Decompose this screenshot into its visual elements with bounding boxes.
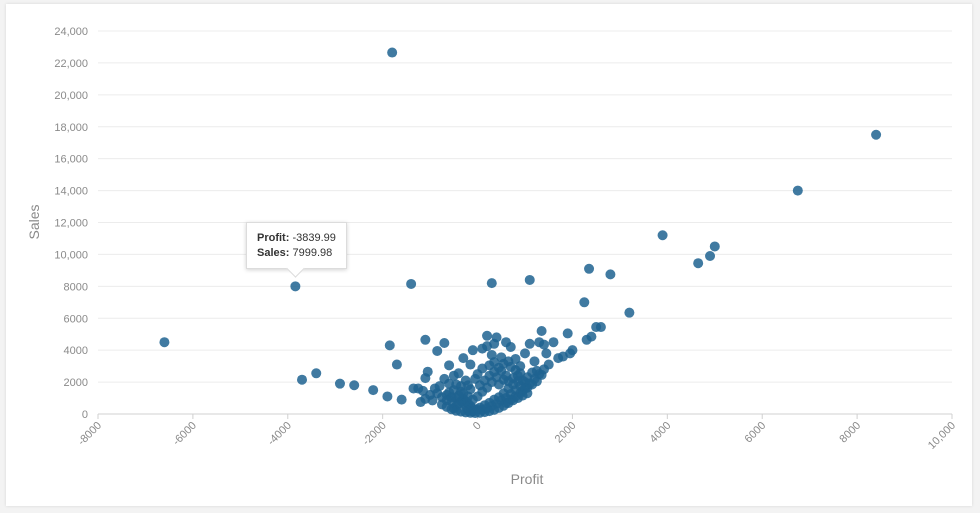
data-point[interactable]	[565, 348, 576, 359]
data-point[interactable]	[384, 340, 395, 351]
y-tick-label: 16,000	[54, 154, 88, 166]
tooltip-sales-row: Sales: 7999.98	[257, 246, 336, 261]
data-point[interactable]	[491, 332, 502, 343]
data-point[interactable]	[387, 47, 398, 58]
data-point[interactable]	[871, 129, 882, 140]
data-point[interactable]	[427, 395, 438, 406]
data-point[interactable]	[562, 328, 573, 339]
data-point[interactable]	[584, 263, 595, 274]
data-point[interactable]	[382, 391, 393, 402]
data-point[interactable]	[524, 274, 535, 285]
y-axis-title: Sales	[26, 204, 42, 239]
data-point[interactable]	[579, 297, 590, 308]
data-point[interactable]	[432, 345, 443, 356]
x-tick-label: 4000	[648, 420, 674, 446]
data-point[interactable]	[512, 376, 523, 387]
data-point[interactable]	[311, 368, 322, 379]
tooltip-profit-row: Profit: -3839.99	[257, 231, 336, 246]
data-point[interactable]	[465, 384, 476, 395]
x-tick-label: 0	[471, 420, 484, 433]
y-tick-label: 22,000	[54, 58, 88, 70]
y-axis-ticks: 0 2000 4000 6000 8000 10,000 12,000 14,000 16,00…	[54, 26, 88, 421]
data-point[interactable]	[458, 353, 469, 364]
y-tick-label: 0	[82, 409, 88, 421]
tooltip-sales-value: 7999.98	[292, 247, 333, 259]
data-point[interactable]	[505, 341, 516, 352]
data-point[interactable]	[548, 337, 559, 348]
data-point[interactable]	[538, 339, 549, 350]
data-point[interactable]	[536, 326, 547, 337]
x-axis-title: Profit	[511, 471, 544, 487]
data-point[interactable]	[159, 337, 170, 348]
data-point[interactable]	[624, 307, 635, 318]
data-point[interactable]	[396, 394, 407, 405]
x-tick-label: -4000	[266, 420, 294, 448]
data-point[interactable]	[515, 368, 526, 379]
y-tick-label: 6000	[64, 313, 88, 325]
data-point[interactable]	[709, 241, 720, 252]
x-axis-ticks: -8000 -6000 -4000 -2000 0 2000 4000 6000 8000 10,…	[76, 414, 958, 452]
y-tick-label: 8000	[64, 281, 88, 293]
data-point[interactable]	[420, 334, 431, 345]
data-point[interactable]	[489, 357, 500, 368]
x-tick-label: -6000	[171, 420, 199, 448]
data-point[interactable]	[541, 348, 552, 359]
x-tick-label: -8000	[76, 420, 104, 448]
data-point[interactable]	[792, 185, 803, 196]
data-point[interactable]	[605, 269, 616, 280]
y-tick-label: 10,000	[54, 249, 88, 261]
data-point[interactable]	[444, 360, 455, 371]
data-point[interactable]	[439, 337, 450, 348]
x-tick-label: 2000	[553, 420, 579, 446]
y-tick-label: 20,000	[54, 90, 88, 102]
y-tick-label: 4000	[64, 345, 88, 357]
data-point[interactable]	[595, 322, 606, 333]
data-point[interactable]	[349, 380, 360, 391]
y-tick-label: 24,000	[54, 26, 88, 38]
data-point[interactable]	[420, 373, 431, 384]
data-point[interactable]	[451, 379, 462, 390]
data-point[interactable]	[505, 361, 516, 372]
data-point[interactable]	[693, 258, 704, 269]
tooltip-profit-label: Profit:	[257, 232, 290, 244]
x-tick-label: 6000	[743, 420, 769, 446]
data-point[interactable]	[657, 230, 668, 241]
data-point[interactable]	[368, 385, 379, 396]
data-points[interactable]	[159, 47, 882, 419]
data-point[interactable]	[522, 388, 533, 399]
data-point[interactable]	[529, 356, 540, 367]
data-tooltip: Profit: -3839.99 Sales: 7999.98	[246, 222, 347, 278]
data-point[interactable]	[391, 359, 402, 370]
y-tick-label: 14,000	[54, 186, 88, 198]
data-point[interactable]	[586, 331, 597, 342]
data-point[interactable]	[432, 388, 443, 399]
y-tick-label: 12,000	[54, 218, 88, 230]
data-point[interactable]	[297, 374, 308, 385]
tooltip-profit-value: -3839.99	[292, 232, 336, 244]
y-tick-label: 18,000	[54, 122, 88, 134]
data-point[interactable]	[406, 278, 417, 289]
x-tick-label: 10,000	[926, 420, 958, 452]
y-tick-label: 2000	[64, 377, 88, 389]
data-point[interactable]	[482, 330, 493, 341]
tooltip-sales-label: Sales:	[257, 247, 290, 259]
data-point[interactable]	[290, 281, 301, 292]
data-point[interactable]	[520, 348, 530, 359]
chart-card	[6, 4, 972, 506]
data-point[interactable]	[453, 368, 464, 379]
data-point[interactable]	[334, 378, 345, 389]
data-point[interactable]	[467, 345, 478, 356]
data-point[interactable]	[524, 338, 535, 349]
data-point[interactable]	[705, 251, 716, 262]
data-point[interactable]	[486, 278, 497, 289]
data-point[interactable]	[408, 383, 419, 394]
x-tick-label: 8000	[837, 420, 863, 446]
data-point[interactable]	[470, 373, 481, 384]
data-point[interactable]	[538, 364, 549, 375]
x-tick-label: -2000	[360, 420, 388, 448]
data-point[interactable]	[465, 359, 476, 370]
